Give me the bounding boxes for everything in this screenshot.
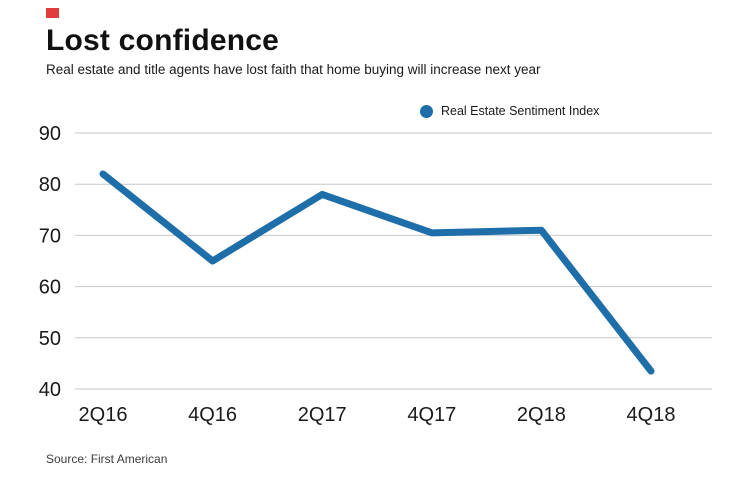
svg-text:2Q18: 2Q18 — [517, 404, 566, 426]
svg-text:60: 60 — [39, 277, 61, 299]
chart-subtitle: Real estate and title agents have lost f… — [46, 62, 541, 77]
line-chart: 40 50 60 70 80 90 2Q16 4Q16 2Q17 4Q17 2Q18 4Q18 — [39, 125, 712, 426]
legend-label: Real Estate Sentiment Index — [441, 104, 600, 118]
svg-text:2Q17: 2Q17 — [298, 404, 347, 426]
svg-text:4Q17: 4Q17 — [407, 404, 456, 426]
legend-marker-icon — [420, 104, 433, 118]
svg-text:90: 90 — [39, 125, 61, 145]
svg-text:2Q16: 2Q16 — [79, 404, 128, 426]
svg-text:70: 70 — [39, 225, 61, 247]
brand-mark-icon — [46, 8, 59, 18]
source-note: Source: First American — [46, 452, 168, 466]
svg-text:4Q18: 4Q18 — [627, 404, 676, 426]
svg-text:4Q16: 4Q16 — [188, 404, 237, 426]
svg-text:50: 50 — [39, 328, 61, 350]
legend: Real Estate Sentiment Index — [420, 104, 599, 118]
svg-text:80: 80 — [39, 174, 61, 196]
svg-text:40: 40 — [39, 379, 61, 401]
chart-title: Lost confidence — [46, 24, 280, 57]
